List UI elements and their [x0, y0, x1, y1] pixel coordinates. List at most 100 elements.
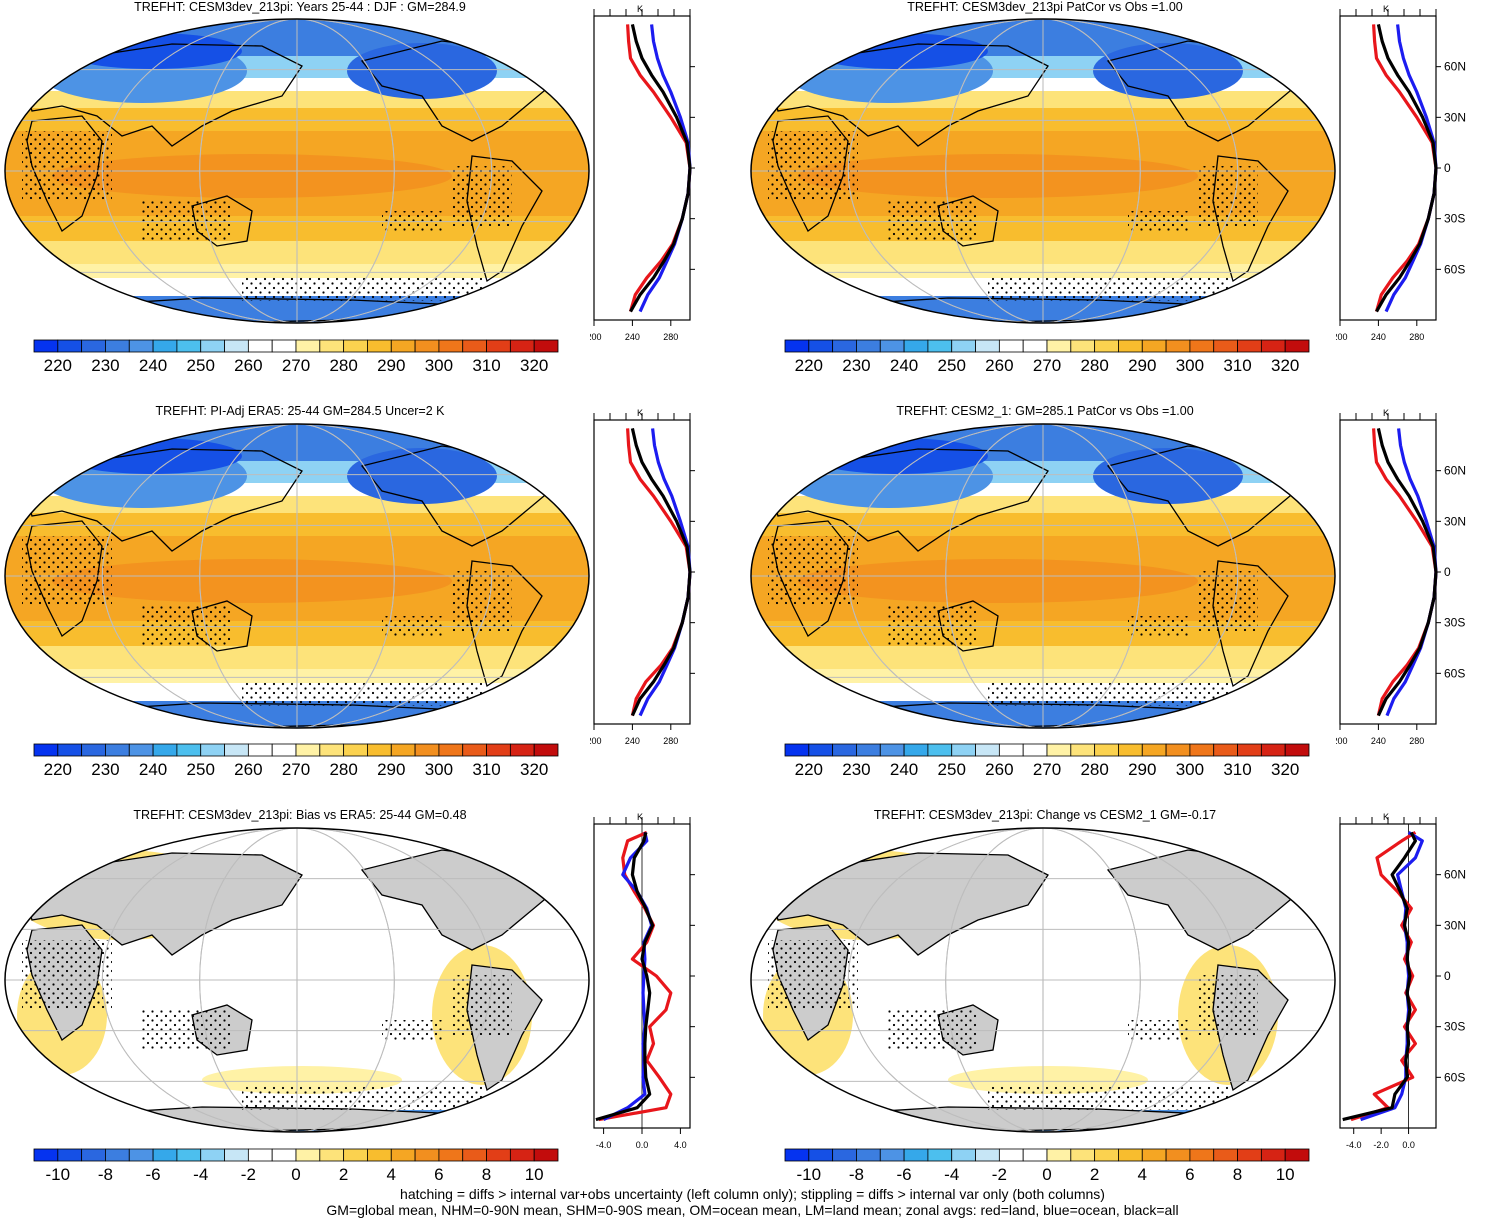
stipple-region [888, 201, 978, 241]
colorbar-swatch [487, 340, 511, 352]
colorbar-label: 280 [329, 760, 357, 779]
lat-label: 30S [1444, 1020, 1465, 1034]
colorbar-swatch [1166, 1149, 1190, 1161]
colorbar-label: 290 [1128, 356, 1156, 375]
colorbar-swatch [999, 1149, 1023, 1161]
colorbar-label: 0 [1042, 1165, 1051, 1184]
colorbar-label: -8 [849, 1165, 864, 1184]
stipple-region [22, 131, 112, 201]
stipple-region [452, 166, 512, 226]
zonal-unit: K [1383, 812, 1389, 822]
x-tick-label: 200 [590, 736, 602, 746]
colorbar-swatch [129, 340, 153, 352]
lat-label: 0 [1444, 969, 1451, 983]
colorbar-swatch [272, 744, 296, 756]
x-tick-label: 0.0 [1402, 1140, 1415, 1150]
colorbar-label: 260 [234, 760, 262, 779]
lat-label: 0 [1444, 565, 1451, 579]
colorbar-swatch [510, 340, 534, 352]
x-tick-label: 240 [625, 736, 640, 746]
colorbar-label: 300 [425, 760, 453, 779]
colorbar-swatch [248, 744, 272, 756]
colorbar-label: 320 [1271, 356, 1299, 375]
colorbar-label: 280 [1080, 760, 1108, 779]
colorbar-label: 240 [890, 760, 918, 779]
colorbar-swatch [1118, 1149, 1142, 1161]
zonal-unit: K [1383, 408, 1389, 418]
colorbar-swatch [809, 340, 833, 352]
colorbar-label: 240 [139, 356, 167, 375]
colorbar-swatch [296, 340, 320, 352]
colorbar-swatch [534, 1149, 558, 1161]
colorbar-label: 270 [282, 760, 310, 779]
colorbar-swatch [82, 744, 106, 756]
colorbar-swatch [1142, 340, 1166, 352]
colorbar-swatch [1238, 1149, 1262, 1161]
colorbar-swatch [1285, 340, 1309, 352]
colorbar-swatch [785, 744, 809, 756]
colorbar-swatch [833, 744, 857, 756]
colorbar-label: 300 [1176, 356, 1204, 375]
colorbar-swatch [391, 340, 415, 352]
colorbar-swatch [952, 340, 976, 352]
zonal-unit: K [1383, 4, 1389, 14]
colorbar-label: -4 [944, 1165, 959, 1184]
colorbar-label: 4 [387, 1165, 396, 1184]
colorbar-label: 310 [472, 356, 500, 375]
stipple-region [988, 1085, 1228, 1110]
zonal-mean-plot: K200240280 [590, 408, 700, 758]
colorbar-swatch [1142, 744, 1166, 756]
x-tick-label: -4.0 [596, 1140, 612, 1150]
colorbar-label: 230 [842, 356, 870, 375]
x-tick-label: 280 [663, 736, 678, 746]
colorbar-swatch [976, 1149, 1000, 1161]
colorbar-label: 300 [425, 356, 453, 375]
world-map [2, 16, 592, 326]
colorbar-swatch [58, 340, 82, 352]
colorbar-swatch [856, 340, 880, 352]
colorbar-swatch [34, 1149, 58, 1161]
colorbar-swatch [153, 340, 177, 352]
colorbar-swatch [510, 744, 534, 756]
panel-title: TREFHT: PI-Adj ERA5: 25-44 GM=284.5 Unce… [0, 404, 600, 418]
colorbar-swatch [809, 744, 833, 756]
colorbar-swatch [34, 744, 58, 756]
colorbar-swatch [856, 744, 880, 756]
world-map [2, 825, 592, 1135]
lat-label: 30S [1444, 616, 1465, 630]
colorbar-swatch [177, 340, 201, 352]
colorbar-swatch [105, 1149, 129, 1161]
colorbar-swatch [367, 340, 391, 352]
colorbar-label: 230 [842, 760, 870, 779]
colorbar-swatch [510, 1149, 534, 1161]
colorbar-swatch [1118, 744, 1142, 756]
colorbar-swatch [415, 744, 439, 756]
colorbar-swatch [1214, 744, 1238, 756]
world-map [748, 16, 1338, 326]
zonal-mean-plot: K200240280 [590, 4, 700, 354]
colorbar-swatch [1023, 744, 1047, 756]
colorbar-swatch [1095, 340, 1119, 352]
colorbar-swatch [439, 744, 463, 756]
zonal-frame [1340, 16, 1436, 320]
colorbar-swatch [82, 340, 106, 352]
footer-note-2: GM=global mean, NHM=0-90N mean, SHM=0-90… [0, 1202, 1485, 1219]
colorbar-swatch [82, 1149, 106, 1161]
colorbar-label: 290 [377, 356, 405, 375]
zonal-unit: K [637, 4, 643, 14]
colorbar-swatch [1190, 744, 1214, 756]
panel-title: TREFHT: CESM3dev_213pi PatCor vs Obs =1.… [745, 0, 1345, 14]
colorbar-label: 290 [1128, 760, 1156, 779]
colorbar-swatch [928, 340, 952, 352]
stipple-region [242, 276, 482, 301]
colorbar-swatch [952, 1149, 976, 1161]
colorbar-swatch [177, 1149, 201, 1161]
colorbar-label: 230 [91, 760, 119, 779]
colorbar-swatch [129, 1149, 153, 1161]
colorbar-swatch [1071, 340, 1095, 352]
colorbar-swatch [367, 744, 391, 756]
zonal-mean-plot: K60N30N030S60S200240280 [1336, 4, 1484, 354]
